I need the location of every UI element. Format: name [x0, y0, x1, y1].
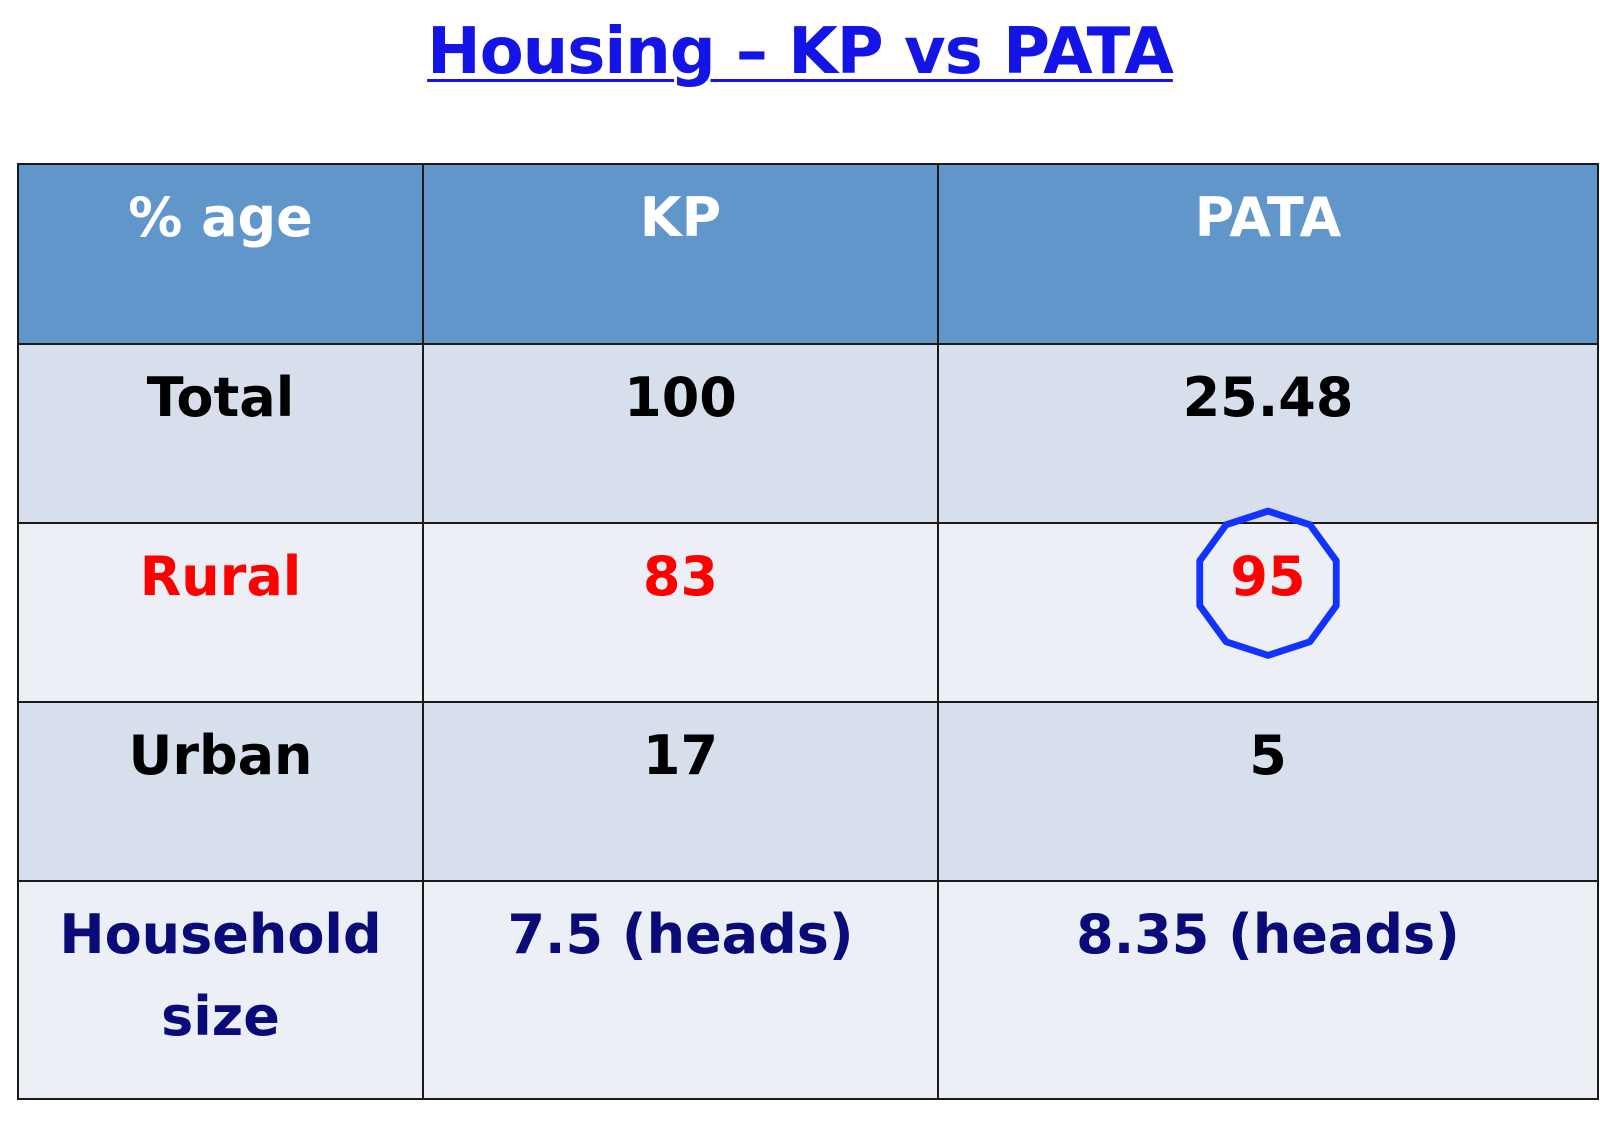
cell-urban-pata: 5: [937, 701, 1599, 882]
cell-total-kp: 100: [422, 343, 939, 524]
table-row-urban: Urban 17 5: [17, 701, 1599, 882]
table-row-total: Total 100 25.48: [17, 343, 1599, 524]
header-cell-kp: KP: [422, 163, 939, 345]
table-header-row: % age KP PATA: [17, 163, 1599, 345]
header-cell-pata: PATA: [937, 163, 1599, 345]
cell-rural-kp: 83: [422, 522, 939, 703]
table-row-household-size: Household size 7.5 (heads) 8.35 (heads): [17, 880, 1599, 1100]
cell-household-pata: 8.35 (heads): [937, 880, 1599, 1100]
slide-title: Housing – KP vs PATA: [427, 15, 1174, 89]
cell-urban-kp: 17: [422, 701, 939, 882]
highlighted-value: 95: [1230, 545, 1306, 608]
row-label-household-size: Household size: [17, 880, 424, 1100]
highlighted-value-wrap: 95: [1196, 507, 1340, 659]
row-label-rural: Rural: [17, 522, 424, 703]
row-label-total: Total: [17, 343, 424, 524]
cell-rural-pata: 95: [937, 507, 1599, 703]
row-label-urban: Urban: [17, 701, 424, 882]
cell-household-kp: 7.5 (heads): [422, 880, 939, 1100]
cell-total-pata: 25.48: [937, 343, 1599, 524]
comparison-table: % age KP PATA Total 100 25.48 Rural 83 9…: [17, 163, 1599, 1100]
table-row-rural: Rural 83 95: [17, 507, 1599, 703]
header-cell-percentage: % age: [17, 163, 424, 345]
